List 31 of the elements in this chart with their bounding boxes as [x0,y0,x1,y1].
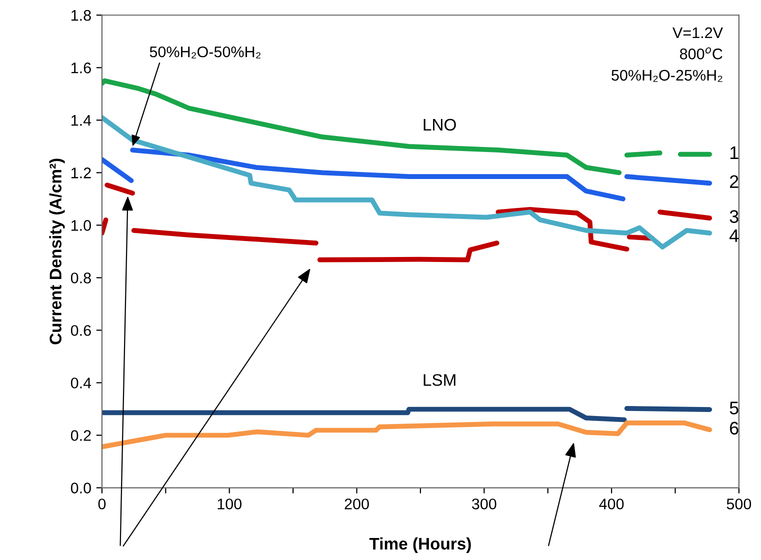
series-label: 5 [730,402,738,414]
y-tick-label: 0.6 [70,325,91,336]
annotation: LNO [424,118,456,131]
x-tick-label: 400 [599,498,624,510]
y-tick-label: 0.4 [70,378,92,388]
series-label: 1 [730,146,738,159]
y-tick-label: 1.0 [71,220,91,231]
series-label: 3 [730,210,738,223]
y-tick-label: 1.6 [71,62,91,74]
annotation: 800$^{o}$C [680,47,722,60]
y-axis-title: Current Density (A/cm²) [49,158,65,344]
x-tick-label: 0 [98,498,106,510]
y-tick-label: 1.4 [71,115,92,126]
x-tick-label: 200 [344,498,369,510]
series-label: 6 [730,422,738,435]
y-tick-label: 0.8 [70,272,91,284]
y-tick-label: 1.8 [71,10,91,21]
y-tick-label: 0.2 [70,430,91,441]
series-label: 2 [730,175,738,188]
x-tick-label: 500 [726,498,752,510]
y-tick-label: 1.2 [71,168,91,178]
annotation: V=1.2V [672,27,723,38]
line-series [102,115,712,250]
x-tick-label: 300 [472,498,496,510]
x-axis-title: Time (Hours) [369,537,471,553]
annotation: 50%H₂O-50%H₂ [150,46,261,58]
x-tick-label: 100 [218,498,242,510]
annotation: LSM [424,374,456,386]
annotation: 50%H₂O-25%H₂ [612,70,722,82]
y-tick-label: 0.0 [70,482,91,494]
line-series [102,420,712,450]
